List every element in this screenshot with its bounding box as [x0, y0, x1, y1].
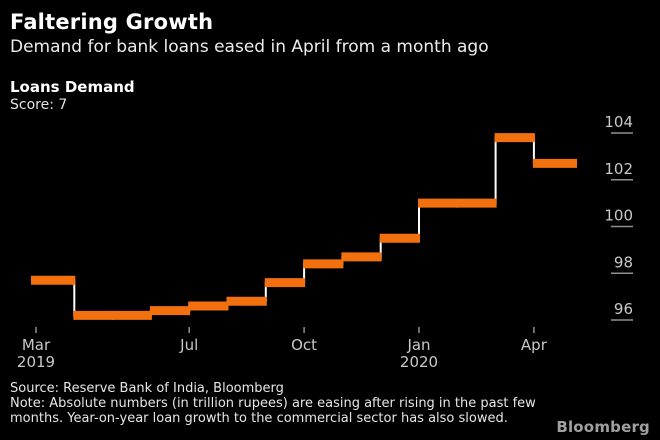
y-tick-label: 98 — [614, 253, 633, 271]
bloomberg-logo: Bloomberg — [556, 418, 650, 436]
y-tick-label: 96 — [614, 300, 633, 318]
source-line: Source: Reserve Bank of India, Bloomberg — [10, 381, 284, 396]
x-tick-label: Apr — [521, 336, 548, 354]
note-line-2: months. Year-on-year loan growth to the … — [10, 411, 508, 426]
y-tick-label: 102 — [604, 160, 633, 178]
chart-series-segments — [31, 133, 577, 320]
x-tick-label: Oct — [291, 336, 317, 354]
x-tick-sublabel: 2019 — [17, 353, 55, 371]
footer-notes: Source: Reserve Bank of India, Bloomberg… — [10, 381, 536, 426]
chart-step-connectors — [31, 136, 577, 317]
x-tick-label: Jul — [179, 336, 198, 354]
legend-series-label: Loans Demand — [10, 78, 135, 96]
y-tick-label: 100 — [604, 207, 633, 225]
x-tick-label: Jan — [406, 336, 430, 354]
x-tick-sublabel: 2020 — [400, 353, 438, 371]
note-line-1: Note: Absolute numbers (in trillion rupe… — [10, 396, 536, 411]
chart-subtitle: Demand for bank loans eased in April fro… — [10, 37, 489, 57]
x-tick-label: Mar — [22, 336, 51, 354]
legend-score-label: Score: 7 — [10, 97, 68, 113]
y-tick-label: 104 — [604, 113, 633, 131]
y-axis: 104 102 100 98 96 — [604, 113, 633, 321]
step-connector-path — [31, 136, 577, 317]
chart-title: Faltering Growth — [10, 10, 214, 34]
